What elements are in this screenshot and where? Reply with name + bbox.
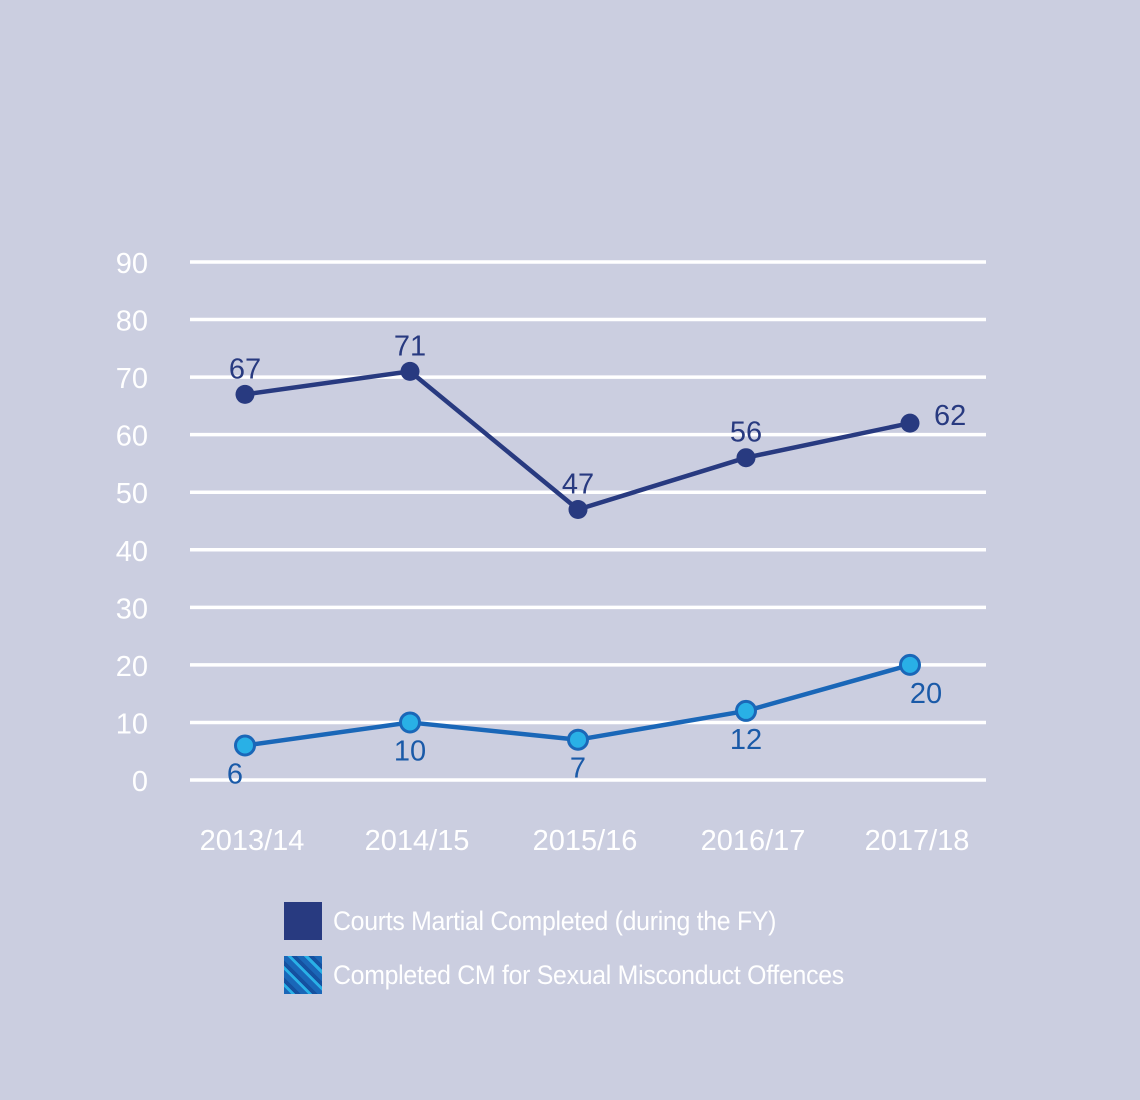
series-1-point bbox=[400, 361, 420, 381]
legend-label-sexual-misconduct: Completed CM for Sexual Misconduct Offen… bbox=[333, 959, 844, 990]
legend-swatch-sexual-misconduct bbox=[284, 956, 322, 994]
y-tick-label: 50 bbox=[116, 478, 148, 510]
x-tick-label: 2017/18 bbox=[865, 825, 970, 857]
data-label: 10 bbox=[394, 735, 426, 767]
series-2: 6 10 7 12 20 bbox=[227, 653, 942, 790]
legend-item-sexual-misconduct: Completed CM for Sexual Misconduct Offen… bbox=[284, 954, 888, 996]
series-2-point bbox=[399, 711, 421, 734]
gridlines bbox=[190, 260, 986, 782]
data-label: 67 bbox=[229, 353, 261, 385]
series-1-point bbox=[900, 413, 920, 433]
legend: Courts Martial Completed (during the FY)… bbox=[284, 900, 888, 1008]
y-tick-label: 10 bbox=[116, 708, 148, 740]
data-label: 62 bbox=[934, 400, 966, 432]
series-1-point bbox=[568, 499, 588, 519]
y-axis-ticks: 0 10 20 30 40 50 60 70 80 90 bbox=[116, 248, 148, 798]
series-2-point bbox=[234, 734, 256, 757]
legend-swatch-courts-martial bbox=[284, 902, 322, 940]
series-group: 67 71 47 56 62 6 10 7 12 20 bbox=[227, 330, 966, 790]
x-tick-label: 2015/16 bbox=[533, 825, 638, 857]
x-tick-label: 2013/14 bbox=[200, 825, 305, 857]
legend-item-courts-martial: Courts Martial Completed (during the FY) bbox=[284, 900, 888, 942]
x-tick-label: 2016/17 bbox=[701, 825, 806, 857]
data-label: 6 bbox=[227, 758, 243, 790]
data-label: 7 bbox=[570, 753, 586, 785]
series-1-point bbox=[736, 448, 756, 468]
data-label: 47 bbox=[562, 468, 594, 500]
data-label: 71 bbox=[394, 330, 426, 362]
series-2-point bbox=[899, 653, 921, 676]
y-tick-label: 90 bbox=[116, 248, 148, 280]
y-tick-label: 80 bbox=[116, 306, 148, 338]
series-1: 67 71 47 56 62 bbox=[229, 330, 966, 519]
series-2-point bbox=[735, 699, 757, 722]
data-label: 56 bbox=[730, 417, 762, 449]
y-tick-label: 40 bbox=[116, 536, 148, 568]
legend-label-courts-martial: Courts Martial Completed (during the FY) bbox=[333, 905, 777, 936]
data-label: 12 bbox=[730, 724, 762, 756]
series-1-point bbox=[235, 384, 255, 404]
y-tick-label: 70 bbox=[116, 363, 148, 395]
y-tick-label: 60 bbox=[116, 421, 148, 453]
x-tick-label: 2014/15 bbox=[365, 825, 470, 857]
x-axis-ticks: 2013/14 2014/15 2015/16 2016/17 2017/18 bbox=[200, 825, 970, 857]
series-2-point bbox=[567, 728, 589, 751]
data-label: 20 bbox=[910, 678, 942, 710]
y-tick-label: 20 bbox=[116, 651, 148, 683]
y-tick-label: 0 bbox=[132, 766, 148, 798]
y-tick-label: 30 bbox=[116, 593, 148, 625]
